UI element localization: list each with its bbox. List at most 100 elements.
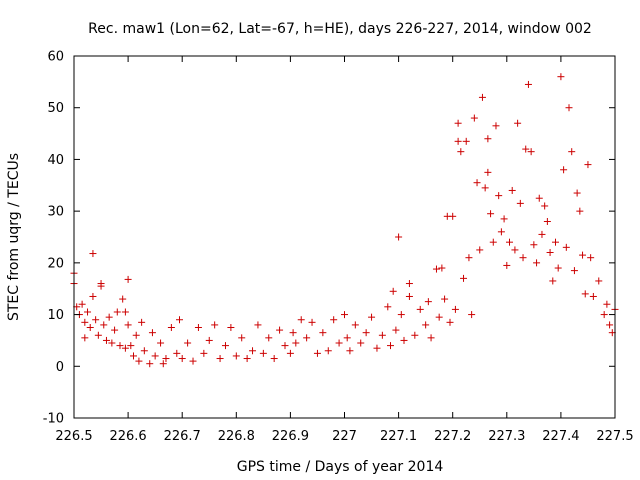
data-point-marker [81,334,89,342]
data-point-marker [454,137,462,145]
data-point-marker [81,318,89,326]
data-point-marker [451,305,459,313]
data-point-marker [508,186,516,194]
data-point-marker [341,311,348,319]
data-point-marker [89,292,97,300]
data-point-marker [330,316,338,324]
data-point-marker [270,355,278,363]
data-point-marker [462,137,470,145]
data-point-marker [422,321,430,329]
data-point-marker [140,347,148,355]
data-point-marker [397,311,405,319]
data-point-marker [470,114,478,122]
data-point-marker [560,166,568,174]
data-point-marker [92,316,100,324]
data-point-marker [159,360,167,368]
data-point-marker [503,261,511,269]
data-point-marker [533,259,541,267]
data-point-marker [416,305,424,313]
data-point-marker [487,210,495,218]
data-point-marker [600,311,608,319]
data-point-marker [297,316,305,324]
chart-title: Rec. maw1 (Lon=62, Lat=-67, h=HE), days … [88,21,592,37]
data-point-marker [570,267,578,275]
data-point-marker [384,303,392,311]
data-point-marker [584,161,592,169]
x-tick-label: 227 [332,429,357,444]
y-tick-label: 40 [47,153,64,168]
x-tick-label: 226.9 [272,429,309,444]
x-tick-label: 226.5 [55,429,92,444]
data-point-marker [603,300,611,308]
y-tick-label: 60 [47,50,64,65]
data-point-marker [500,215,508,223]
data-point-marker [432,265,440,273]
data-point-marker [162,355,170,363]
data-point-marker [357,339,365,347]
data-point-marker [389,287,397,295]
data-point-marker [373,344,381,352]
data-point-marker [97,282,105,290]
data-point-marker [522,145,530,153]
data-point-marker [130,352,138,360]
data-point-marker [205,336,213,344]
data-point-marker [546,249,554,257]
data-point-marker [562,243,570,251]
data-point-marker [238,334,246,342]
x-tick-label: 227.3 [488,429,525,444]
data-point-marker [86,324,94,331]
data-point-marker [519,254,527,262]
data-point-marker [113,308,121,316]
data-point-marker [221,342,229,350]
data-point-marker [254,321,262,329]
data-point-marker [124,321,132,329]
data-point-marker [468,311,476,319]
data-point-marker [478,93,486,101]
data-point-marker [286,349,294,357]
x-axis-label: GPS time / Days of year 2014 [237,459,444,475]
data-point-marker [175,316,183,324]
data-point-marker [346,347,354,355]
data-point-marker [276,326,284,334]
data-point-marker [405,280,413,288]
data-point-marker [265,334,273,342]
y-tick-label: 20 [47,256,64,271]
data-point-marker [281,342,289,350]
plot-frame [73,55,616,419]
y-tick-label: 10 [47,308,64,323]
data-point-marker [454,119,462,127]
x-tick-label: 226.8 [218,429,255,444]
data-point-marker [232,352,240,360]
data-point-marker [289,329,297,337]
data-point-marker [549,277,557,285]
data-point-marker [551,238,559,246]
data-point-marker [108,339,116,347]
data-point-marker [335,339,343,347]
data-point-marker [568,148,576,156]
data-point-marker [211,321,219,329]
data-point-marker [200,349,208,357]
data-point-marker [243,355,251,363]
y-tick-label: 30 [47,205,64,220]
data-point-marker [511,246,519,254]
data-point-marker [581,290,589,298]
data-point-marker [441,295,449,303]
data-point-marker [497,228,505,236]
data-markers [70,73,619,368]
data-point-marker [173,349,181,357]
data-point-marker [392,326,400,334]
data-point-marker [89,250,97,258]
data-point-marker [368,313,376,321]
data-point-marker [465,254,473,262]
x-axis: 226.5 226.6 226.7 226.8 226.9 227 227.1 227.2 22… [55,56,634,444]
data-point-marker [78,300,86,308]
data-point-marker [484,135,492,143]
data-point-marker [446,318,454,326]
data-point-marker [516,199,524,207]
data-point-marker [395,233,403,241]
data-point-marker [481,184,489,192]
data-point-marker [473,179,481,187]
data-point-marker [303,334,311,342]
y-tick-label: 50 [47,101,64,116]
data-point-marker [606,321,614,329]
